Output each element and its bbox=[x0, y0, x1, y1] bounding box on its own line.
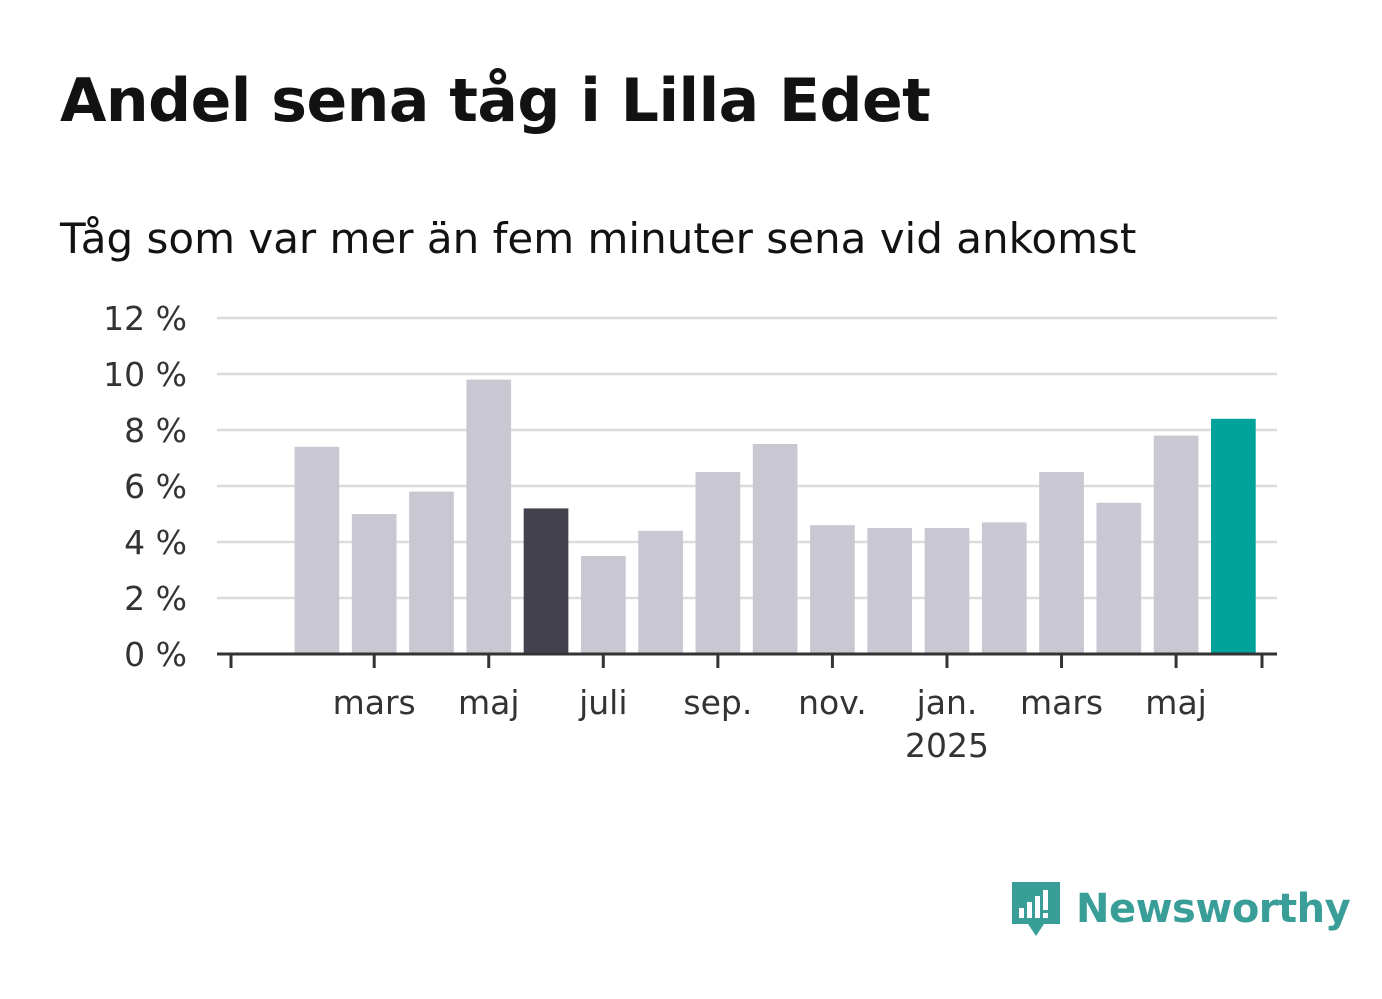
y-tick-label: 4 % bbox=[124, 523, 187, 562]
bar-2024-09 bbox=[695, 472, 741, 654]
bar-2024-07 bbox=[580, 556, 626, 654]
y-tick-label: 6 % bbox=[124, 467, 187, 506]
bar-2024-12 bbox=[867, 528, 913, 654]
chart-subtitle: Tåg som var mer än fem minuter sena vid … bbox=[60, 214, 1137, 263]
y-tick-label: 8 % bbox=[124, 411, 187, 450]
x-tick-year-label: 2025 bbox=[905, 726, 989, 765]
bar-2024-10 bbox=[752, 444, 798, 654]
x-tick-label: nov. bbox=[798, 683, 867, 722]
x-tick-label: maj bbox=[458, 683, 520, 722]
x-tick-label: sep. bbox=[683, 683, 752, 722]
bar-2024-05 bbox=[466, 379, 512, 654]
x-tick-label: jan. bbox=[916, 683, 978, 722]
bar-2024-11 bbox=[810, 525, 855, 654]
x-tick-label: juli bbox=[578, 683, 627, 722]
brand-name: Newsworthy bbox=[1076, 886, 1351, 932]
y-axis: 0 % 2 % 4 % 6 % 8 % 10 % 12 % bbox=[103, 299, 187, 674]
brand-logo: Newsworthy bbox=[1010, 878, 1351, 940]
chart-title: Andel sena tåg i Lilla Edet bbox=[60, 66, 931, 136]
bar-2024-03 bbox=[351, 514, 397, 654]
bar-2024-08 bbox=[638, 530, 683, 654]
y-tick-label: 10 % bbox=[103, 355, 187, 394]
y-tick-label: 12 % bbox=[103, 299, 187, 338]
bar-2025-05 bbox=[1153, 435, 1199, 654]
bar-2025-03 bbox=[1039, 472, 1084, 654]
bar-2025-02 bbox=[981, 522, 1027, 654]
x-tick-label: mars bbox=[1020, 683, 1103, 722]
bar-2025-06 bbox=[1211, 418, 1256, 654]
bars bbox=[294, 379, 1256, 654]
bar-2024-04 bbox=[409, 491, 454, 654]
bar-2024-06 bbox=[523, 508, 569, 654]
y-tick-label: 2 % bbox=[124, 579, 187, 618]
y-tick-label: 0 % bbox=[124, 635, 187, 674]
x-tick-label: maj bbox=[1145, 683, 1207, 722]
x-axis: mars maj juli sep. nov. jan. 2025 mars maj bbox=[217, 652, 1277, 765]
newsworthy-logo-icon bbox=[1012, 882, 1060, 936]
bar-2025-01 bbox=[924, 528, 970, 654]
x-tick-label: mars bbox=[333, 683, 416, 722]
bar-2024-02 bbox=[294, 446, 340, 654]
bar-2025-04 bbox=[1096, 502, 1142, 654]
